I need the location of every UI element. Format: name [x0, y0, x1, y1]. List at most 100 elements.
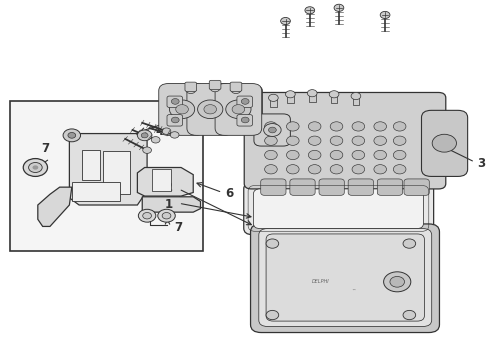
Circle shape [350, 93, 360, 100]
Circle shape [431, 134, 455, 152]
Circle shape [373, 150, 386, 159]
FancyBboxPatch shape [258, 229, 431, 327]
Polygon shape [69, 134, 147, 205]
Circle shape [68, 132, 76, 138]
Circle shape [402, 310, 415, 320]
Circle shape [158, 209, 175, 222]
Circle shape [210, 85, 220, 92]
Circle shape [308, 165, 320, 174]
Circle shape [197, 100, 223, 118]
Circle shape [305, 7, 314, 14]
Circle shape [162, 128, 170, 134]
Circle shape [268, 94, 278, 102]
Polygon shape [142, 197, 200, 212]
Circle shape [285, 91, 295, 98]
FancyBboxPatch shape [421, 111, 467, 176]
Circle shape [308, 150, 320, 159]
Circle shape [329, 165, 342, 174]
Circle shape [392, 136, 405, 145]
Bar [10, 102, 203, 251]
FancyBboxPatch shape [159, 84, 205, 135]
Circle shape [392, 165, 405, 174]
Circle shape [32, 165, 38, 170]
Circle shape [333, 4, 343, 12]
Circle shape [351, 165, 364, 174]
Circle shape [232, 105, 244, 114]
Circle shape [142, 212, 151, 219]
Text: 2: 2 [164, 181, 172, 194]
Circle shape [392, 122, 405, 131]
Text: 7: 7 [174, 221, 182, 234]
FancyBboxPatch shape [318, 179, 344, 195]
Circle shape [241, 99, 248, 104]
Circle shape [170, 132, 179, 138]
FancyBboxPatch shape [244, 93, 445, 189]
Bar [81, 150, 100, 180]
Circle shape [169, 100, 194, 118]
Text: 3: 3 [476, 157, 485, 170]
Circle shape [329, 136, 342, 145]
Text: 7: 7 [41, 142, 49, 155]
Circle shape [171, 99, 179, 104]
Circle shape [63, 129, 81, 142]
Circle shape [286, 165, 299, 174]
Bar [352, 96, 359, 105]
Text: 6: 6 [224, 187, 233, 200]
Circle shape [308, 136, 320, 145]
Circle shape [389, 276, 404, 287]
FancyBboxPatch shape [347, 179, 373, 195]
Circle shape [373, 165, 386, 174]
Circle shape [383, 272, 410, 292]
FancyBboxPatch shape [161, 86, 262, 132]
Circle shape [141, 133, 148, 138]
Circle shape [392, 150, 405, 159]
FancyBboxPatch shape [377, 179, 402, 195]
Circle shape [373, 122, 386, 131]
Polygon shape [38, 187, 72, 226]
Circle shape [171, 117, 179, 123]
Circle shape [373, 136, 386, 145]
Circle shape [265, 239, 278, 248]
Text: DELPHI: DELPHI [311, 279, 329, 284]
Bar [286, 94, 293, 103]
Circle shape [286, 136, 299, 145]
FancyBboxPatch shape [403, 179, 428, 195]
FancyBboxPatch shape [243, 183, 433, 235]
Circle shape [264, 150, 277, 159]
Text: 5: 5 [170, 110, 178, 123]
Circle shape [23, 158, 47, 176]
Bar [72, 182, 120, 202]
FancyBboxPatch shape [167, 114, 182, 126]
Text: 4: 4 [156, 125, 164, 138]
Circle shape [280, 18, 290, 24]
Circle shape [137, 130, 152, 141]
Circle shape [286, 150, 299, 159]
Circle shape [351, 150, 364, 159]
Text: 1: 1 [164, 198, 172, 211]
FancyBboxPatch shape [253, 189, 423, 229]
Bar [330, 94, 337, 103]
Bar [152, 169, 171, 191]
FancyBboxPatch shape [265, 234, 424, 321]
Circle shape [225, 100, 250, 118]
Circle shape [307, 90, 316, 97]
FancyBboxPatch shape [167, 96, 182, 108]
Circle shape [138, 209, 156, 222]
FancyBboxPatch shape [184, 82, 196, 91]
Circle shape [263, 123, 281, 136]
Circle shape [264, 165, 277, 174]
Circle shape [328, 91, 338, 98]
Circle shape [351, 136, 364, 145]
Bar [308, 93, 315, 102]
Circle shape [185, 86, 195, 94]
Circle shape [241, 117, 248, 123]
Circle shape [329, 150, 342, 159]
Circle shape [162, 212, 170, 219]
FancyBboxPatch shape [237, 96, 252, 108]
FancyBboxPatch shape [250, 224, 439, 333]
Circle shape [286, 122, 299, 131]
FancyBboxPatch shape [289, 179, 314, 195]
FancyBboxPatch shape [230, 82, 241, 91]
Circle shape [151, 136, 160, 143]
Circle shape [265, 310, 278, 320]
